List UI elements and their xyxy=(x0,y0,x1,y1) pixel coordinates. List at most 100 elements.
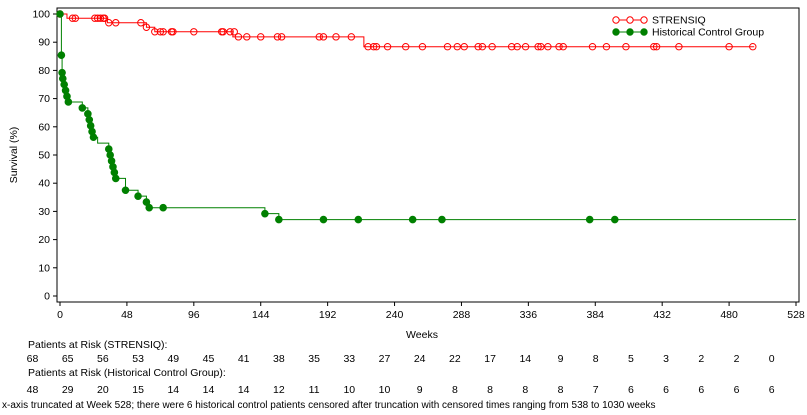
legend-label-strensiq: STRENSIQ xyxy=(652,15,706,27)
strensiq-censor-marker xyxy=(105,19,113,27)
strensiq-censor-marker xyxy=(93,14,102,22)
risk-hcg-label: Patients at Risk (Historical Control Gro… xyxy=(28,367,226,379)
risk-count: 41 xyxy=(237,353,250,365)
risk-count: 14 xyxy=(237,384,250,396)
risk-count: 8 xyxy=(487,384,494,396)
risk-count: 11 xyxy=(308,384,320,396)
legend-marker-historical-control xyxy=(626,28,634,36)
y-tick-label: 60 xyxy=(38,121,50,133)
strensiq-censor-marker xyxy=(159,28,167,36)
risk-count: 3 xyxy=(663,353,670,365)
y-tick-label: 10 xyxy=(38,262,50,274)
risk-count: 48 xyxy=(26,384,39,396)
risk-count: 0 xyxy=(768,353,775,365)
strensiq-censor-marker xyxy=(319,33,328,41)
x-axis-label: Weeks xyxy=(406,329,438,341)
strensiq-curve xyxy=(60,13,755,48)
strensiq-censor-marker xyxy=(137,19,145,27)
y-tick-label: 80 xyxy=(38,65,50,77)
series-layer xyxy=(56,10,796,224)
strensiq-censor-marker xyxy=(478,43,487,51)
historical-control-censor-marker xyxy=(78,104,87,112)
y-tick-label: 100 xyxy=(32,9,50,21)
x-tick-label: 432 xyxy=(653,309,671,321)
strensiq-censor-marker xyxy=(602,43,611,51)
risk-count: 45 xyxy=(202,353,215,365)
strensiq-censor-marker xyxy=(169,28,177,36)
strensiq-censor-marker xyxy=(369,43,378,51)
footnote: x-axis truncated at Week 528; there were… xyxy=(2,400,656,411)
historical-control-censor-marker xyxy=(111,174,120,183)
risk-count: 7 xyxy=(592,384,599,396)
historical-control-censor-marker xyxy=(89,133,98,142)
strensiq-censor-marker xyxy=(230,28,238,36)
y-tick-label: 20 xyxy=(38,234,50,246)
risk-count: 27 xyxy=(378,353,391,365)
strensiq-censor-marker xyxy=(219,28,227,36)
plot-area xyxy=(56,7,800,303)
strensiq-censor-marker xyxy=(488,43,496,51)
strensiq-censor-marker xyxy=(474,43,482,51)
strensiq-censor-marker xyxy=(418,43,427,51)
risk-hcg-row: 48 29 20 15 14 14 14 12 11 10 10 9 8 8 8 8 7 6 6 6 6 6 xyxy=(0,384,807,398)
strensiq-censor-marker xyxy=(277,33,286,41)
historical-control-censor-marker xyxy=(438,215,446,224)
strensiq-censor-marker xyxy=(725,43,733,51)
strensiq-censor-marker xyxy=(544,43,552,51)
risk-count: 17 xyxy=(484,353,496,365)
strensiq-censor-marker xyxy=(100,14,109,22)
strensiq-censor-marker xyxy=(453,43,461,51)
x-tick-label: 96 xyxy=(188,309,200,321)
risk-count: 8 xyxy=(557,384,564,396)
strensiq-censor-marker xyxy=(650,43,658,51)
strensiq-censor-marker xyxy=(537,43,545,51)
x-tick-label: 528 xyxy=(787,309,805,321)
strensiq-censor-marker xyxy=(521,43,530,51)
risk-count: 65 xyxy=(61,353,74,365)
risk-count: 68 xyxy=(26,353,39,365)
strensiq-censor-marker xyxy=(315,33,323,41)
risk-count: 49 xyxy=(167,353,180,365)
y-tick-label: 70 xyxy=(38,93,50,105)
legend-marker-strensiq xyxy=(626,16,634,24)
legend-marker-strensiq xyxy=(640,16,648,24)
risk-count: 53 xyxy=(132,353,144,365)
strensiq-censor-marker xyxy=(588,43,597,51)
strensiq-censor-marker xyxy=(383,43,392,51)
x-tick-label: 384 xyxy=(587,309,605,321)
x-tick-label: 144 xyxy=(252,309,270,321)
y-tick-label: 40 xyxy=(38,178,50,190)
y-tick-label: 50 xyxy=(38,150,50,162)
historical-control-censor-marker xyxy=(145,203,154,212)
risk-strensiq-label: Patients at Risk (STRENSIQ): xyxy=(28,339,168,351)
x-tick-label: 240 xyxy=(386,309,404,321)
historical-control-censor-marker xyxy=(408,215,417,224)
risk-count: 38 xyxy=(273,353,285,365)
risk-count: 35 xyxy=(308,353,320,365)
risk-count: 33 xyxy=(343,353,356,365)
risk-count: 8 xyxy=(592,353,599,365)
x-tick-label: 48 xyxy=(121,309,133,321)
strensiq-censor-marker xyxy=(652,43,661,51)
historical-control-censor-marker xyxy=(261,209,269,218)
risk-count: 6 xyxy=(698,384,705,396)
risk-count: 9 xyxy=(416,384,423,396)
strensiq-censor-marker xyxy=(507,43,516,51)
y-axis: 0 10 20 30 40 50 60 70 80 90 100 xyxy=(32,9,57,303)
risk-count: 8 xyxy=(451,384,458,396)
y-tick-label: 30 xyxy=(38,206,50,218)
risk-count: 2 xyxy=(733,353,740,365)
risk-count: 10 xyxy=(378,384,391,396)
risk-count: 15 xyxy=(132,384,144,396)
x-tick-label: 0 xyxy=(57,309,63,321)
strensiq-censor-marker xyxy=(372,43,381,51)
risk-count: 24 xyxy=(413,353,426,365)
risk-count: 10 xyxy=(343,384,356,396)
strensiq-censor-marker xyxy=(555,43,563,51)
historical-control-censor-marker xyxy=(610,215,619,224)
y-tick-label: 0 xyxy=(44,291,50,303)
historical-control-censor-marker xyxy=(56,10,64,18)
risk-count: 6 xyxy=(733,384,740,396)
strensiq-censor-marker xyxy=(257,33,265,41)
